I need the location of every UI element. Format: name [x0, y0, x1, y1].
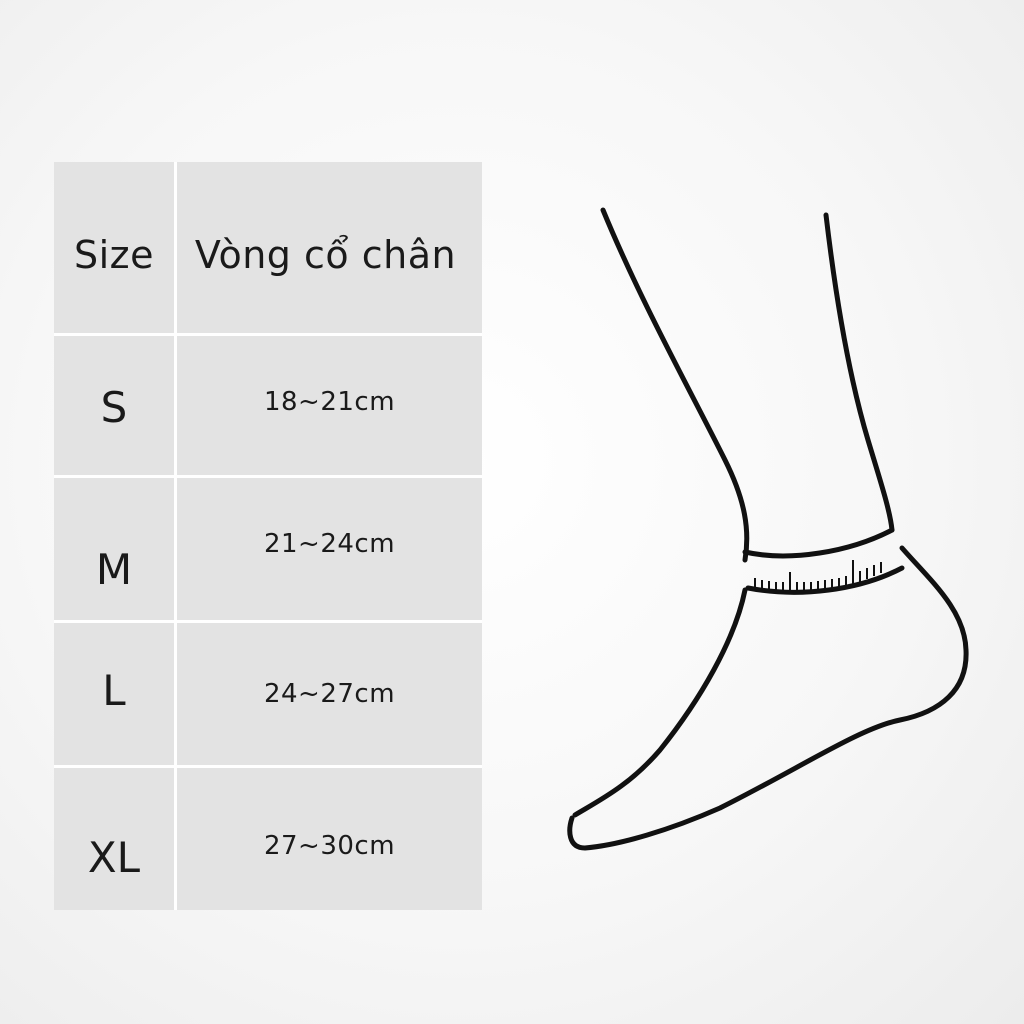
- measure-label: 27~30cm: [263, 831, 396, 861]
- measure-label: 18~21cm: [263, 386, 396, 417]
- header-ankle-label: Vòng cổ chân: [194, 232, 457, 277]
- header-size-cell: Size: [54, 162, 174, 333]
- size-label: M: [95, 544, 133, 594]
- size-cell: L: [54, 623, 174, 765]
- size-cell: XL: [54, 768, 174, 910]
- measure-cell: 18~21cm: [177, 336, 482, 475]
- header-ankle-cell: Vòng cổ chân: [177, 162, 482, 333]
- measure-label: 24~27cm: [263, 679, 396, 709]
- measure-cell: 21~24cm: [177, 478, 482, 620]
- header-size-label: Size: [73, 232, 154, 277]
- size-label: XL: [87, 832, 141, 882]
- measure-label: 21~24cm: [263, 529, 396, 559]
- measure-cell: 27~30cm: [177, 768, 482, 910]
- size-cell: S: [54, 336, 174, 475]
- size-cell: M: [54, 478, 174, 620]
- measure-cell: 24~27cm: [177, 623, 482, 765]
- size-label: L: [102, 665, 126, 715]
- size-label: S: [100, 383, 128, 432]
- size-chart-table: Size Vòng cổ chân S 18~21cm M 21~24cm L …: [54, 162, 482, 910]
- foot-ankle-measuring-tape-icon: [567, 207, 969, 851]
